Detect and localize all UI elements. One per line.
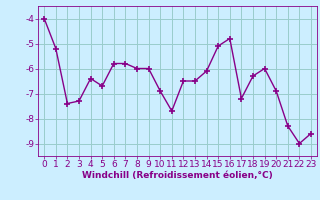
X-axis label: Windchill (Refroidissement éolien,°C): Windchill (Refroidissement éolien,°C) xyxy=(82,171,273,180)
